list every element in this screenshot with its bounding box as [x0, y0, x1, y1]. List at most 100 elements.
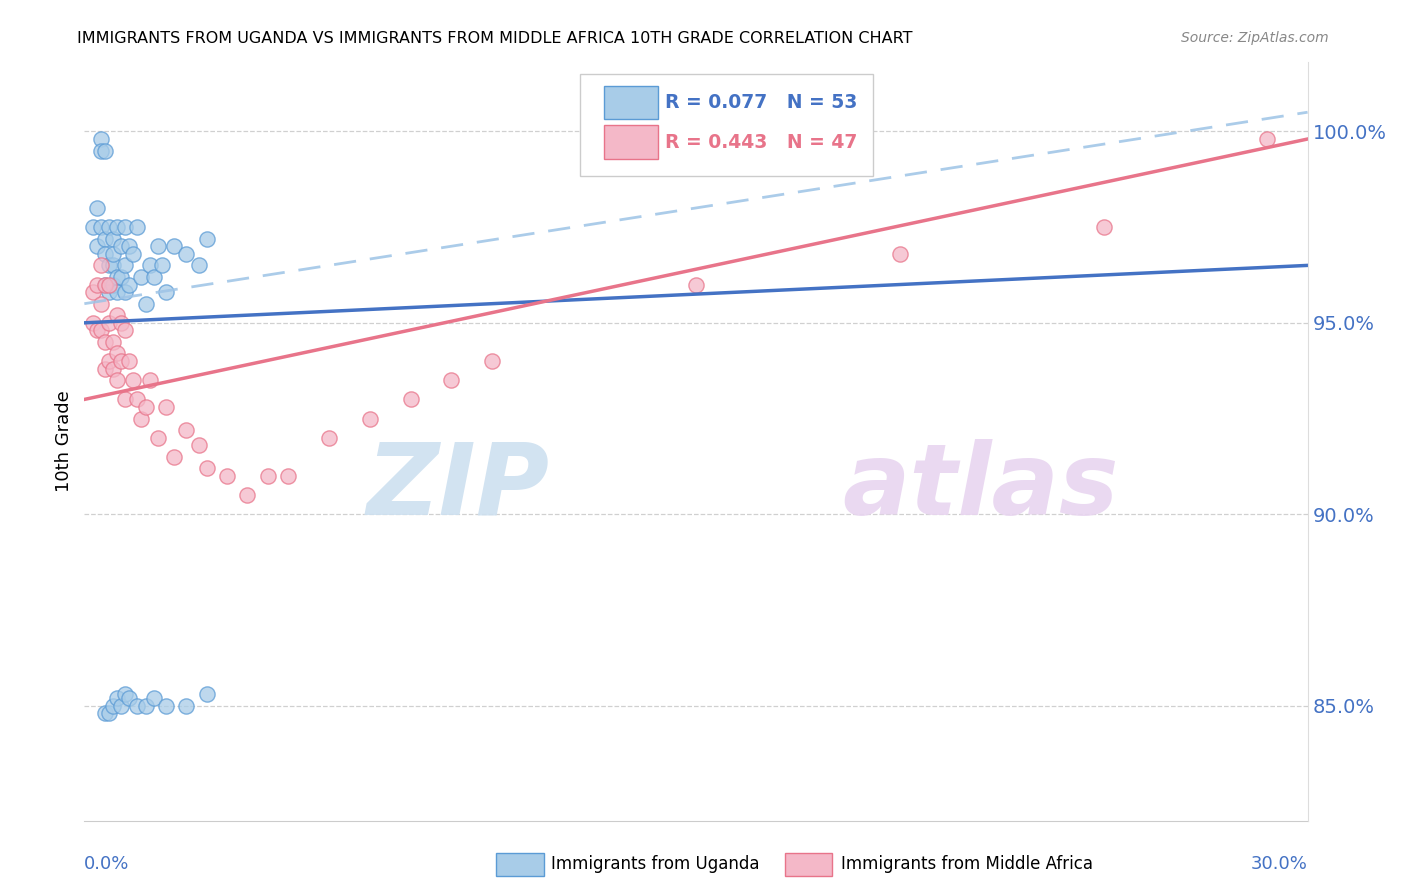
- Point: [93, 231, 115, 245]
- Point: [1092, 220, 1115, 235]
- Point: [110, 239, 132, 253]
- Point: [138, 373, 160, 387]
- Point: [105, 346, 128, 360]
- Point: [97, 259, 120, 273]
- Point: [90, 259, 112, 273]
- Point: [155, 400, 177, 414]
- Point: [93, 144, 115, 158]
- Point: [481, 354, 503, 368]
- Point: [101, 277, 124, 292]
- Point: [82, 220, 104, 235]
- Point: [135, 400, 157, 414]
- Point: [318, 431, 340, 445]
- Point: [105, 308, 128, 322]
- Point: [118, 691, 141, 706]
- Point: [97, 277, 120, 292]
- Point: [174, 698, 197, 713]
- Point: [118, 239, 141, 253]
- Point: [131, 411, 153, 425]
- Point: [86, 277, 108, 292]
- Point: [86, 239, 108, 253]
- Point: [114, 285, 136, 300]
- FancyBboxPatch shape: [605, 126, 658, 159]
- Point: [195, 461, 218, 475]
- Point: [90, 132, 112, 146]
- Point: [142, 269, 165, 284]
- Point: [163, 239, 186, 253]
- Point: [1256, 132, 1278, 146]
- Point: [97, 316, 120, 330]
- Point: [114, 687, 136, 701]
- Point: [110, 316, 132, 330]
- Point: [114, 220, 136, 235]
- Point: [150, 259, 173, 273]
- Point: [82, 316, 104, 330]
- Point: [101, 231, 124, 245]
- Point: [90, 220, 112, 235]
- Point: [889, 247, 911, 261]
- Point: [93, 706, 115, 721]
- Point: [105, 691, 128, 706]
- Point: [101, 259, 124, 273]
- Text: R = 0.077   N = 53: R = 0.077 N = 53: [665, 93, 858, 112]
- Point: [97, 706, 120, 721]
- Point: [90, 324, 112, 338]
- Point: [195, 687, 218, 701]
- Point: [110, 269, 132, 284]
- Point: [217, 469, 239, 483]
- Point: [101, 247, 124, 261]
- Point: [105, 220, 128, 235]
- Point: [93, 247, 115, 261]
- Point: [118, 354, 141, 368]
- Point: [114, 392, 136, 407]
- Point: [90, 144, 112, 158]
- Point: [90, 296, 112, 310]
- Text: Immigrants from Middle Africa: Immigrants from Middle Africa: [841, 855, 1092, 873]
- Point: [97, 220, 120, 235]
- Point: [277, 469, 299, 483]
- Point: [86, 324, 108, 338]
- Point: [142, 691, 165, 706]
- Text: IMMIGRANTS FROM UGANDA VS IMMIGRANTS FROM MIDDLE AFRICA 10TH GRADE CORRELATION C: IMMIGRANTS FROM UGANDA VS IMMIGRANTS FRO…: [77, 31, 912, 46]
- Point: [174, 247, 197, 261]
- Point: [146, 239, 169, 253]
- Point: [236, 488, 259, 502]
- Point: [163, 450, 186, 464]
- Point: [110, 698, 132, 713]
- Point: [118, 277, 141, 292]
- Point: [93, 361, 115, 376]
- FancyBboxPatch shape: [579, 74, 873, 177]
- Point: [155, 698, 177, 713]
- Point: [257, 469, 280, 483]
- Text: atlas: atlas: [842, 439, 1119, 535]
- Point: [146, 431, 169, 445]
- Point: [685, 277, 707, 292]
- Point: [105, 269, 128, 284]
- Point: [105, 285, 128, 300]
- Point: [440, 373, 463, 387]
- Point: [131, 269, 153, 284]
- Point: [127, 698, 149, 713]
- Point: [86, 201, 108, 215]
- Point: [174, 423, 197, 437]
- Point: [135, 698, 157, 713]
- Point: [127, 392, 149, 407]
- Point: [138, 259, 160, 273]
- Point: [97, 354, 120, 368]
- Point: [195, 231, 218, 245]
- FancyBboxPatch shape: [605, 86, 658, 120]
- Point: [122, 373, 145, 387]
- Point: [101, 698, 124, 713]
- Point: [114, 324, 136, 338]
- Point: [101, 334, 124, 349]
- Point: [93, 334, 115, 349]
- Text: Immigrants from Uganda: Immigrants from Uganda: [551, 855, 759, 873]
- Point: [187, 259, 209, 273]
- Point: [359, 411, 381, 425]
- Point: [155, 285, 177, 300]
- Point: [82, 285, 104, 300]
- Point: [101, 361, 124, 376]
- Text: ZIP: ZIP: [366, 439, 550, 535]
- Point: [105, 373, 128, 387]
- Text: 0.0%: 0.0%: [84, 855, 129, 872]
